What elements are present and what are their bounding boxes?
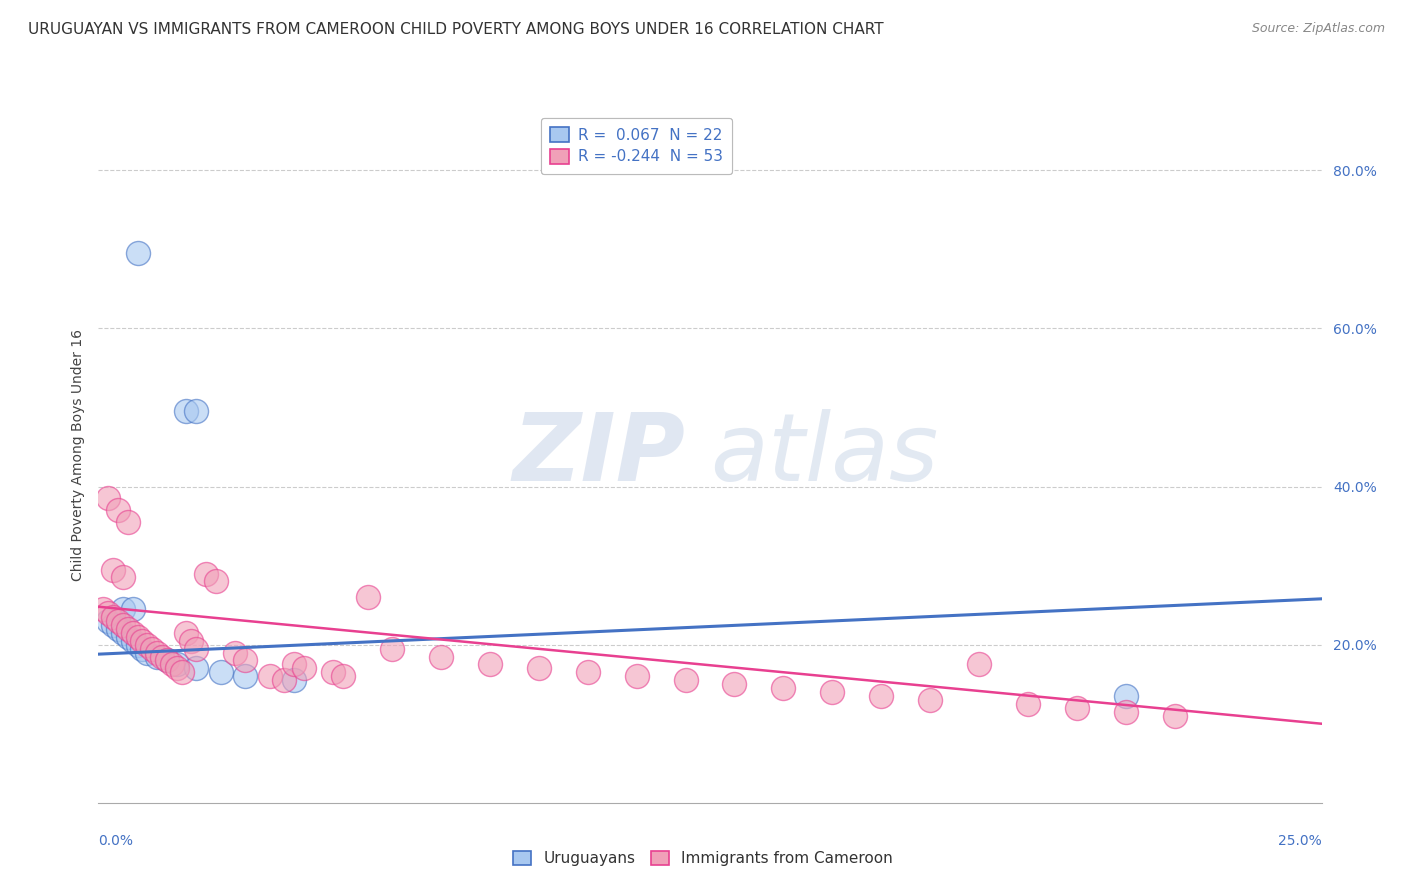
Point [381, 641, 404, 656]
Point [478, 657, 501, 672]
Point [1115, 705, 1137, 719]
Point [166, 661, 188, 675]
Point [205, 574, 228, 589]
Legend: Uruguayans, Immigrants from Cameroon: Uruguayans, Immigrants from Cameroon [503, 841, 903, 875]
Point [127, 246, 149, 260]
Point [186, 641, 208, 656]
Point [195, 566, 218, 581]
Point [967, 657, 990, 672]
Point [111, 570, 134, 584]
Point [176, 404, 198, 418]
Point [101, 610, 124, 624]
Point [131, 641, 153, 656]
Text: URUGUAYAN VS IMMIGRANTS FROM CAMEROON CHILD POVERTY AMONG BOYS UNDER 16 CORRELAT: URUGUAYAN VS IMMIGRANTS FROM CAMEROON CH… [28, 22, 884, 37]
Point [283, 657, 305, 672]
Text: atlas: atlas [710, 409, 938, 500]
Point [821, 685, 844, 699]
Point [723, 677, 745, 691]
Point [209, 665, 232, 680]
Point [527, 661, 550, 675]
Text: ZIP: ZIP [513, 409, 686, 501]
Point [97, 491, 120, 506]
Point [170, 665, 193, 680]
Point [91, 602, 114, 616]
Point [233, 669, 256, 683]
Point [150, 649, 173, 664]
Point [233, 653, 256, 667]
Point [156, 653, 179, 667]
Point [356, 591, 378, 605]
Point [332, 669, 354, 683]
Point [156, 653, 179, 667]
Point [160, 657, 183, 672]
Text: 0.0%: 0.0% [98, 834, 134, 848]
Point [1164, 708, 1187, 723]
Point [121, 625, 143, 640]
Point [322, 665, 344, 680]
Point [107, 622, 129, 636]
Point [111, 625, 134, 640]
Point [186, 661, 208, 675]
Point [292, 661, 315, 675]
Point [127, 638, 149, 652]
Point [283, 673, 305, 688]
Point [117, 630, 139, 644]
Point [107, 614, 129, 628]
Point [127, 630, 149, 644]
Point [97, 606, 120, 620]
Legend: R =  0.067  N = 22, R = -0.244  N = 53: R = 0.067 N = 22, R = -0.244 N = 53 [541, 118, 733, 174]
Point [111, 618, 134, 632]
Point [136, 646, 159, 660]
Point [121, 602, 143, 616]
Point [131, 633, 153, 648]
Y-axis label: Child Poverty Among Boys Under 16: Child Poverty Among Boys Under 16 [70, 329, 84, 581]
Point [141, 641, 163, 656]
Point [180, 633, 202, 648]
Point [920, 693, 942, 707]
Point [1017, 697, 1039, 711]
Point [176, 625, 198, 640]
Point [146, 649, 169, 664]
Point [273, 673, 295, 688]
Point [101, 563, 124, 577]
Point [117, 622, 139, 636]
Point [626, 669, 648, 683]
Point [186, 404, 208, 418]
Point [1066, 701, 1088, 715]
Point [675, 673, 697, 688]
Text: 25.0%: 25.0% [1278, 834, 1322, 848]
Point [101, 618, 124, 632]
Point [576, 665, 599, 680]
Point [107, 503, 129, 517]
Point [166, 657, 188, 672]
Point [870, 689, 893, 703]
Point [146, 646, 169, 660]
Point [111, 602, 134, 616]
Point [259, 669, 281, 683]
Point [430, 649, 453, 664]
Point [772, 681, 794, 695]
Point [97, 614, 120, 628]
Point [121, 633, 143, 648]
Point [1115, 689, 1137, 703]
Point [224, 646, 246, 660]
Point [117, 515, 139, 529]
Point [136, 638, 159, 652]
Text: Source: ZipAtlas.com: Source: ZipAtlas.com [1251, 22, 1385, 36]
